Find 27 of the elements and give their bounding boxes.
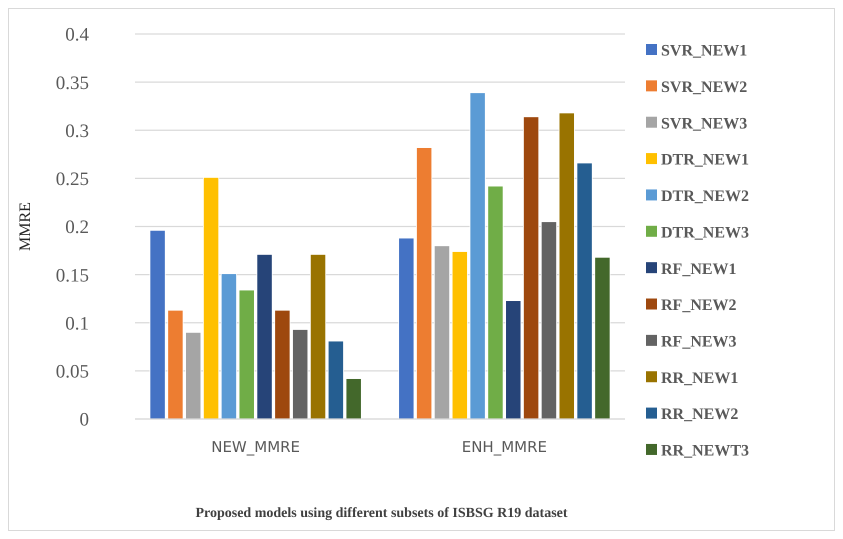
x-tick-label: ENH_MMRE bbox=[462, 438, 547, 456]
legend-label: SVR_NEW2 bbox=[661, 78, 748, 96]
legend-label: RF_NEW3 bbox=[661, 333, 737, 350]
y-tick-label: 0.35 bbox=[56, 72, 89, 94]
legend-label: SVR_NEW1 bbox=[661, 42, 748, 60]
legend-label: RF_NEW1 bbox=[661, 260, 737, 278]
legend-label: DTR_NEW1 bbox=[661, 152, 750, 169]
y-tick-label: 0.15 bbox=[56, 265, 89, 286]
x-tick-label: NEW_MMRE bbox=[211, 438, 300, 456]
y-tick-label: 0.25 bbox=[56, 169, 89, 190]
legend-label: RR_NEW2 bbox=[661, 406, 738, 424]
y-tick-label: 0.4 bbox=[65, 24, 90, 46]
legend-label: DTR_NEW2 bbox=[661, 188, 750, 206]
bar bbox=[594, 256, 610, 420]
y-tick-label: 0.3 bbox=[65, 120, 89, 142]
legend-label: DTR_NEW3 bbox=[661, 224, 750, 242]
y-tick-label: 0.05 bbox=[56, 362, 89, 383]
y-tick-label: 0.2 bbox=[65, 217, 89, 238]
legend-label: SVR_NEW3 bbox=[661, 115, 748, 132]
text: Proposed models using different subsets of ISBSG R19 dataset bbox=[195, 506, 568, 521]
y-axis-title: MMRE bbox=[17, 202, 34, 251]
y-tick-label: 0.1 bbox=[65, 313, 89, 334]
legend-label: RR_NEW1 bbox=[661, 370, 738, 387]
legend-label: RR_NEWT3 bbox=[661, 442, 750, 460]
bar bbox=[150, 230, 166, 420]
legend-label: RF_NEW2 bbox=[661, 297, 737, 314]
y-tick-label: 0 bbox=[80, 410, 89, 431]
